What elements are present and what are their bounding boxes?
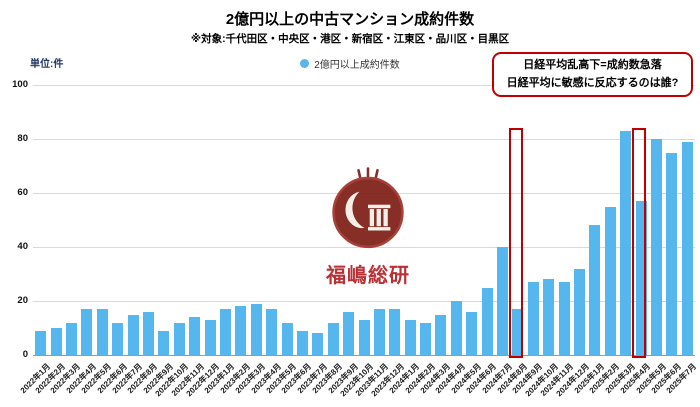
watermark: 福嶋総研	[318, 166, 418, 288]
annotation-line-2: 日経平均に敏感に反応するのは誰?	[506, 76, 679, 89]
bar	[481, 287, 493, 355]
bar	[466, 311, 478, 355]
bar	[96, 309, 108, 355]
fukushima-soken-logo-icon	[332, 167, 404, 249]
bar	[404, 319, 416, 355]
bar	[266, 309, 278, 355]
bar	[81, 309, 93, 355]
bar	[527, 282, 539, 355]
y-axis-tick-label: 40	[17, 241, 28, 252]
bar	[589, 225, 601, 355]
bar	[373, 309, 385, 355]
bar	[50, 328, 62, 355]
legend: 2億円以上成約件数	[0, 56, 700, 71]
watermark-text: 福嶋総研	[326, 265, 410, 287]
bar	[497, 247, 509, 355]
bar	[296, 330, 308, 355]
y-axis-tick-label: 20	[17, 295, 28, 306]
y-axis-tick-label: 0	[22, 349, 28, 360]
bar	[389, 309, 401, 355]
bar	[574, 268, 586, 355]
bar	[543, 279, 555, 355]
bar	[420, 322, 432, 355]
bar	[512, 309, 524, 355]
highlight-box	[508, 128, 523, 358]
gridline	[33, 301, 695, 302]
bar	[250, 303, 262, 355]
bar	[189, 317, 201, 355]
y-axis-tick-label: 100	[12, 79, 28, 90]
bar	[219, 309, 231, 355]
bar	[204, 319, 216, 355]
bar	[173, 322, 185, 355]
highlight-box	[632, 128, 647, 358]
bar	[327, 322, 339, 355]
bar	[651, 139, 662, 355]
gridline	[33, 139, 695, 140]
annotation-callout: 日経平均乱高下=成約数急落 日経平均に敏感に反応するのは誰?	[492, 52, 693, 97]
y-axis-tick-label: 80	[17, 133, 28, 144]
bar	[127, 314, 139, 355]
legend-marker-icon	[300, 59, 310, 68]
bar	[450, 301, 462, 355]
bar	[620, 130, 632, 355]
bar	[158, 330, 170, 355]
gridline	[33, 85, 695, 86]
bar	[666, 152, 678, 355]
bar	[343, 311, 355, 355]
bar	[358, 319, 370, 355]
bar	[112, 322, 124, 355]
y-axis-tick-label: 60	[17, 187, 28, 198]
gridline	[33, 193, 695, 194]
bar	[604, 206, 616, 355]
bar	[65, 322, 77, 355]
bar	[312, 333, 324, 355]
bar	[235, 306, 247, 355]
bar	[35, 330, 47, 355]
legend-label: 2億円以上成約件数	[314, 60, 400, 71]
bar	[281, 322, 293, 355]
y-axis-unit-label: 単位:件	[30, 59, 64, 70]
bar	[635, 201, 647, 355]
chart-subtitle: ※対象:千代田区・中央区・港区・新宿区・江東区・品川区・目黒区	[190, 33, 510, 45]
bar	[435, 314, 447, 355]
gridline	[33, 355, 695, 356]
bar	[681, 141, 693, 355]
bar	[142, 311, 154, 355]
bar	[558, 282, 570, 355]
annotation-line-1: 日経平均乱高下=成約数急落	[523, 59, 662, 72]
chart-title: 2億円以上の中古マンション成約件数	[225, 11, 475, 28]
